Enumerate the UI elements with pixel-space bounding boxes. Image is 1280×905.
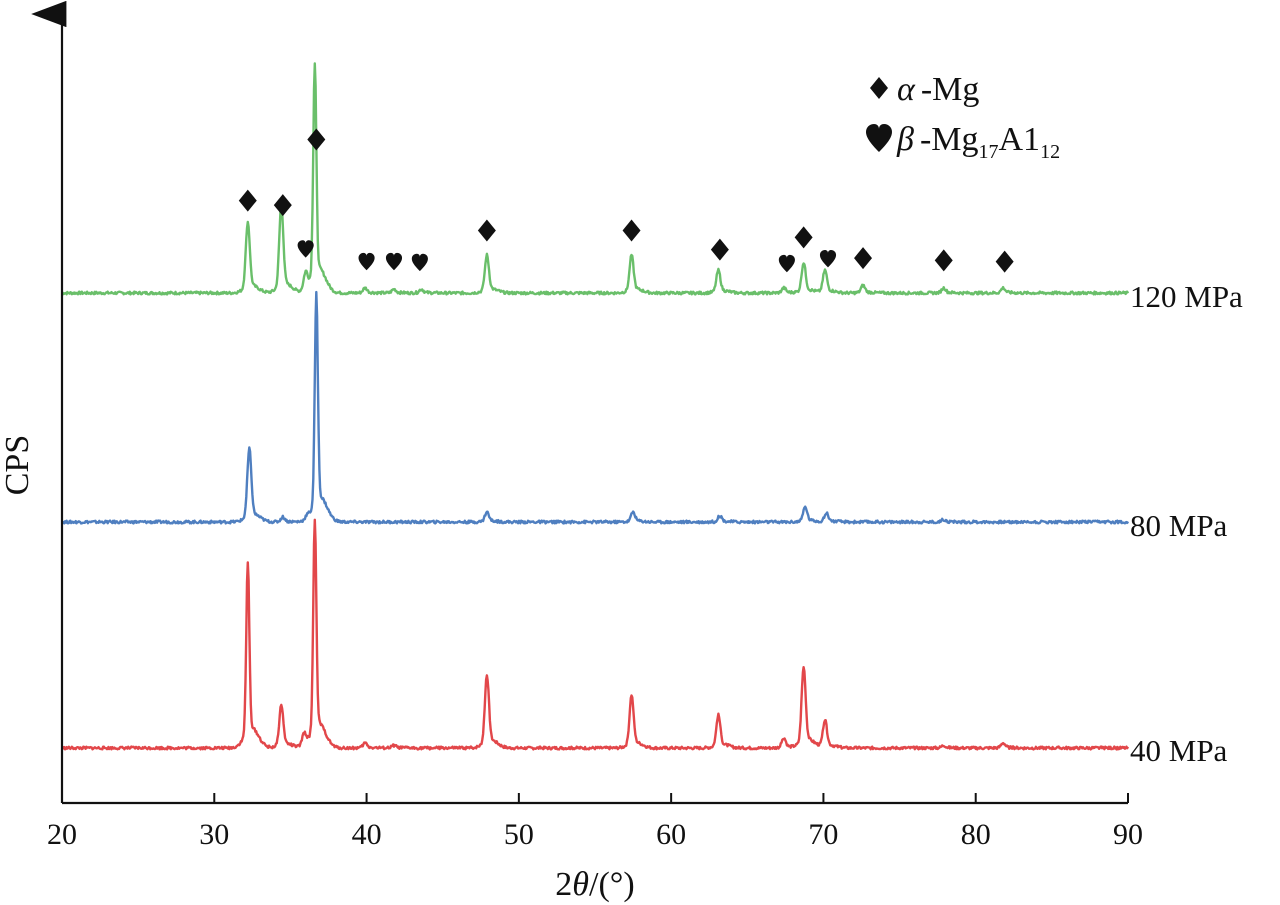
heart-icon — [358, 252, 375, 271]
x-tick-label: 40 — [352, 818, 382, 851]
series-line-40-mpa — [61, 518, 1130, 751]
heart-icon — [778, 254, 795, 273]
y-axis-title: CPS — [0, 435, 36, 496]
series-layer — [61, 62, 1130, 751]
series-label: 80 MPa — [1130, 508, 1228, 543]
diamond-icon — [622, 219, 641, 242]
x-tick-label: 60 — [656, 818, 686, 851]
x-tick-label: 70 — [808, 818, 838, 851]
heart-icon — [385, 252, 403, 271]
legend-entry-beta-mg17al12: β -Mg17A112 — [866, 121, 1060, 163]
diamond-icon — [870, 77, 888, 99]
diamond-icon — [995, 250, 1014, 273]
legend-label-alpha-mg: α -Mg — [897, 71, 979, 108]
diamond-icon — [854, 247, 873, 270]
series-line-120-mpa — [61, 62, 1130, 296]
series-label-layer: 120 MPa 80 MPa 40 MPa — [1130, 279, 1243, 768]
legend-entry-alpha-mg: α -Mg — [870, 71, 979, 108]
diamond-icon — [477, 219, 496, 242]
diamond-icon — [307, 128, 326, 151]
diamond-icon — [273, 194, 292, 217]
heart-icon — [819, 249, 837, 268]
diamond-icon — [794, 226, 813, 249]
series-label: 120 MPa — [1130, 279, 1243, 314]
x-tick-label: 50 — [504, 818, 534, 851]
x-tick-label: 20 — [47, 818, 77, 851]
heart-icon — [411, 253, 428, 272]
x-tick-label: 80 — [961, 818, 991, 851]
x-tick-label: 30 — [199, 818, 229, 851]
x-axis-title: 2θ/(°) — [555, 866, 634, 903]
diamond-icon — [934, 249, 953, 272]
peak-marker-layer — [238, 128, 1014, 273]
diamond-icon — [710, 238, 729, 261]
heart-icon — [866, 124, 892, 152]
series-label: 40 MPa — [1130, 733, 1228, 768]
diamond-icon — [238, 189, 257, 212]
heart-icon — [297, 240, 314, 258]
legend: α -Mg β -Mg17A112 — [866, 71, 1060, 163]
x-tick-layer: 20 30 40 50 60 70 80 90 — [47, 793, 1143, 851]
series-line-80-mpa — [61, 290, 1130, 525]
legend-label-beta-mg17al12: β -Mg17A112 — [896, 121, 1060, 163]
x-tick-label: 90 — [1113, 818, 1143, 851]
